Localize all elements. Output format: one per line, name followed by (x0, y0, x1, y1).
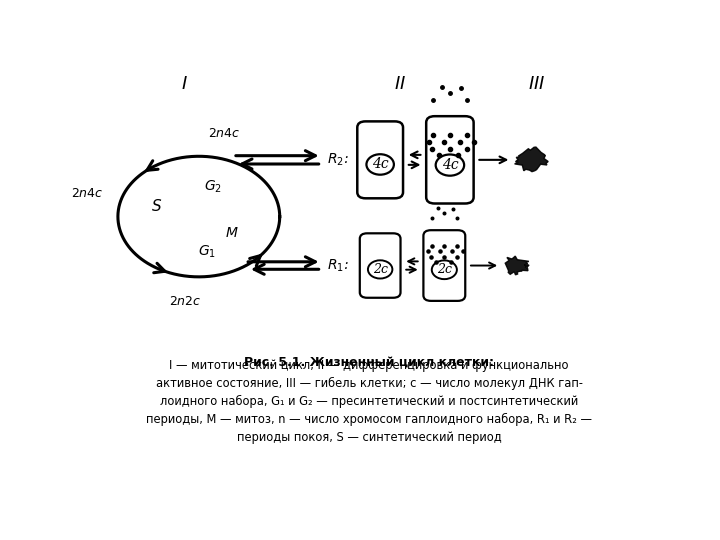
FancyBboxPatch shape (360, 233, 400, 298)
Polygon shape (515, 147, 548, 172)
Circle shape (436, 154, 464, 176)
Text: 4c: 4c (372, 158, 389, 172)
Circle shape (368, 260, 392, 279)
Text: 4c: 4c (441, 158, 458, 172)
Polygon shape (505, 256, 529, 275)
Text: $R_2$:: $R_2$: (327, 152, 349, 168)
Circle shape (432, 260, 457, 279)
Text: $I$: $I$ (181, 75, 188, 92)
Circle shape (366, 154, 394, 174)
Text: $II$: $II$ (394, 75, 406, 92)
Text: 2c: 2c (437, 264, 452, 276)
Text: $2n2c$: $2n2c$ (168, 295, 201, 308)
FancyBboxPatch shape (426, 116, 474, 204)
FancyBboxPatch shape (423, 230, 465, 301)
Text: $G_2$: $G_2$ (204, 178, 222, 195)
Text: Рис. 5.1. Жизненный цикл клетки:: Рис. 5.1. Жизненный цикл клетки: (244, 356, 494, 369)
Text: $G_1$: $G_1$ (198, 244, 216, 260)
Text: 2c: 2c (373, 263, 387, 276)
FancyBboxPatch shape (357, 122, 403, 198)
Text: $R_1$:: $R_1$: (327, 258, 349, 274)
Text: I — митотический цикл, II — дифференцировка и функционально
активное состояние, : I — митотический цикл, II — дифференциро… (146, 359, 592, 444)
Text: $2n4c$: $2n4c$ (207, 127, 240, 140)
Text: $III$: $III$ (528, 75, 545, 92)
Text: $M$: $M$ (225, 226, 239, 240)
Text: $2n4c$: $2n4c$ (71, 187, 104, 200)
Text: $S$: $S$ (151, 198, 163, 214)
